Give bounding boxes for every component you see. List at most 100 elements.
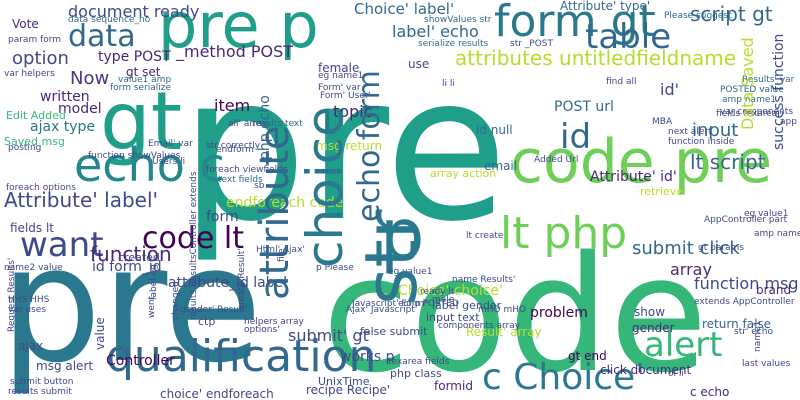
cloud-word: serialize results [418,39,489,49]
cloud-word: Added Url [534,155,579,165]
cloud-word: Choice' label' [354,0,455,18]
cloud-word: ready lt [420,287,455,297]
cloud-word: POST url [554,99,614,115]
cloud-word: value1 amp [118,75,172,85]
cloud-word: submit button [10,377,74,387]
cloud-word: email [484,159,518,173]
cloud-word: changed [171,281,181,320]
cloud-word: submit' gt [288,326,369,345]
cloud-word: p [380,194,425,276]
cloud-word: function msg [694,274,799,293]
cloud-word: works p [340,349,395,365]
cloud-word: id' [660,80,679,99]
cloud-word: form serialize [110,83,172,93]
cloud-word: Results' var [742,75,795,85]
cloud-word: str [349,209,433,305]
cloud-word: id form_id [92,259,162,275]
cloud-word: submit click [632,238,740,259]
cloud-word: echo c [74,138,225,192]
cloud-word: Vote [12,17,39,31]
cloud-word: lt script [690,150,766,174]
cloud-word: echo POSTED [398,299,459,309]
cloud-word: Now [70,68,110,89]
cloud-word: results ResultsController extends [189,171,199,320]
cloud-word: gt params [698,243,745,253]
cloud-word: pre p [158,0,319,62]
cloud-word: text fields [218,175,263,185]
cloud-word: success function [771,33,787,150]
cloud-word: posting [8,143,42,153]
cloud-word: problem [530,305,588,321]
cloud-word: Saved msg [4,135,65,148]
cloud-word: retrieve [640,185,683,198]
cloud-word: POSTED value [720,85,784,95]
cloud-word: Choice' choice' [398,283,503,299]
cloud-word: gender [632,321,675,335]
cloud-word: str' echo [734,327,773,337]
cloud-word: table [585,17,672,57]
cloud-word: fields texarea [716,109,778,119]
cloud-word: choice' endforeach [160,387,274,400]
cloud-word: msg alert [36,359,94,373]
cloud-word: Javascript' Form' [352,299,427,309]
cloud-word: id null [476,123,513,137]
cloud-word: helpers array [244,317,304,327]
cloud-word: last values [742,359,791,369]
cloud-word: eg name1 [318,71,364,81]
cloud-word: components array [438,321,521,331]
cloud-word: php class [390,367,442,380]
cloud-word: next alert [668,127,712,137]
cloud-word: data sequence_no [68,15,151,25]
cloud-word: code pre [510,127,773,197]
cloud-word: app [780,117,797,127]
cloud-word: var helpers [4,69,55,79]
cloud-word: label gender [432,299,502,312]
cloud-word: texarea fields [388,357,450,367]
cloud-word: create Result' [237,248,247,310]
cloud-word: attributes untitledfieldname [455,46,737,70]
cloud-word: gt [100,75,183,168]
cloud-word: Edit Added [6,109,66,122]
cloud-word: msg return [316,139,383,153]
cloud-word: Request Results' [7,257,17,332]
cloud-word: Attribute' label' [4,188,159,212]
cloud-word: UnixTime [318,375,370,388]
cloud-word: endforeach code [226,195,344,211]
cloud-word: Form' User' [320,91,371,101]
cloud-word: results submit [8,387,72,397]
cloud-word: name Results' [452,275,516,285]
cloud-word: param form [8,35,62,45]
cloud-word: showValues str [424,15,492,25]
cloud-word: Attribute' id' [590,169,677,185]
cloud-word: Ajax' Javascript' [346,305,418,315]
cloud-word: amp name2 [754,229,800,239]
cloud-word: Result' array [466,325,542,339]
cloud-word: ajax type [30,119,96,135]
cloud-word: type POST [98,49,171,65]
cloud-word: Html' Ajax' [256,245,305,255]
cloud-word: foreach options [6,183,76,193]
cloud-word: use [408,57,430,71]
cloud-word: Attribute' type' [560,0,651,13]
cloud-word: c echo [690,385,730,399]
cloud-word: amp name1 [722,95,777,105]
cloud-word: pre [0,211,263,398]
cloud-word: click document [600,363,692,377]
cloud-word: all' array [228,119,268,129]
cloud-word: array action' [430,167,500,180]
cloud-word: input text [426,311,480,324]
cloud-word: Controller [106,353,175,369]
cloud-word: endform [216,145,254,155]
cloud-word: lt php [500,208,628,259]
cloud-word: name1 [753,320,763,352]
cloud-word: var components [720,107,794,117]
cloud-word: return false [702,317,772,331]
cloud-word: lt create [466,231,504,241]
cloud-word: find all [606,77,637,87]
cloud-word: echo form [352,70,387,222]
cloud-word: Form' var [318,83,361,93]
cloud-word: p Please [316,263,354,273]
cloud-word: eg value1 [388,267,433,277]
cloud-word: array [670,260,712,279]
cloud-word: input [692,120,739,141]
